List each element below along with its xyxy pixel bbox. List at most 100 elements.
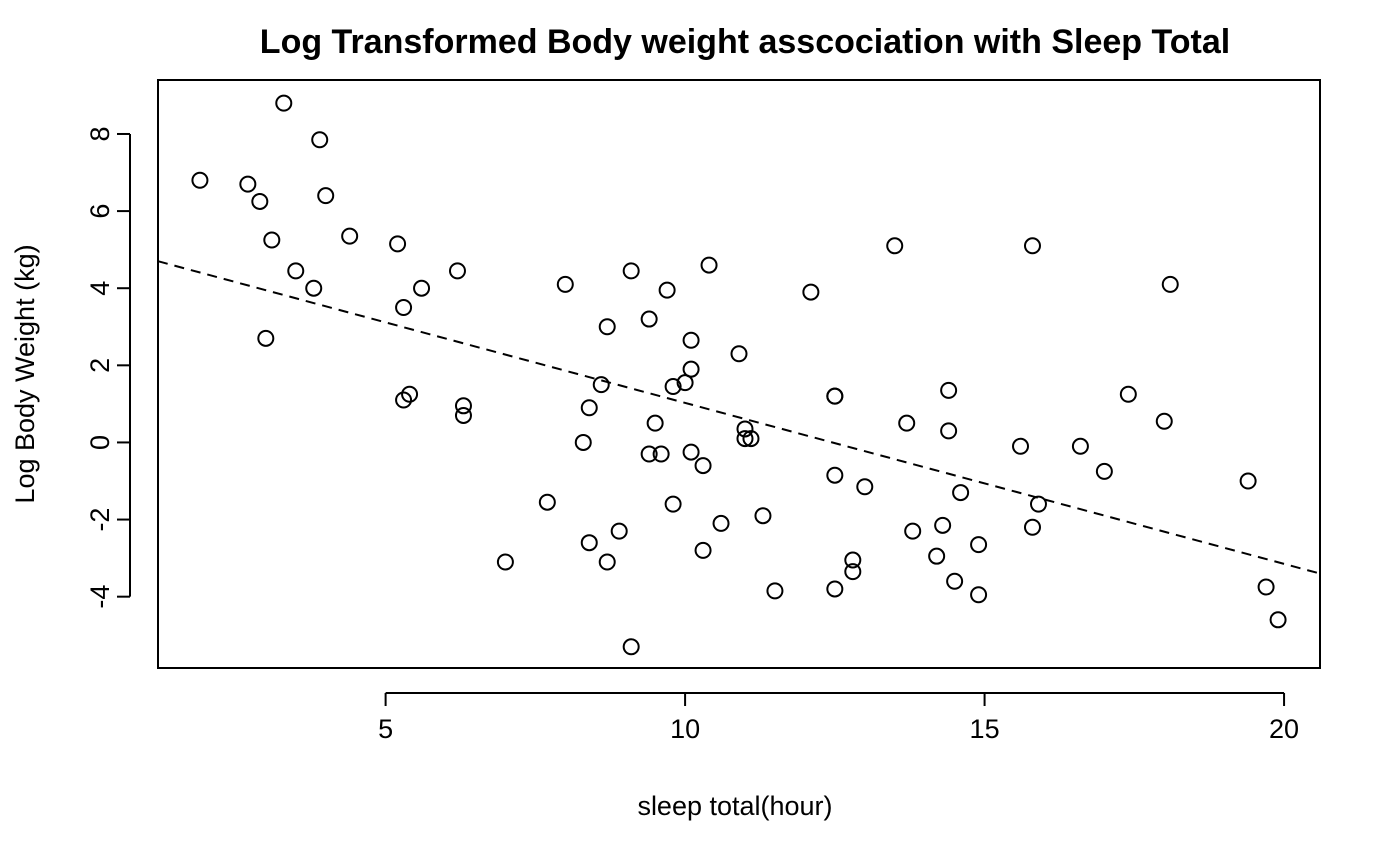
y-tick-label: 6 xyxy=(85,204,115,219)
data-point xyxy=(940,422,958,440)
data-point xyxy=(389,235,407,253)
data-point xyxy=(251,192,269,210)
data-point xyxy=(904,522,922,540)
data-point xyxy=(1029,495,1047,513)
data-point xyxy=(574,433,592,451)
data-point xyxy=(263,231,281,249)
data-point xyxy=(658,281,676,299)
data-point xyxy=(886,237,904,255)
data-point xyxy=(413,279,431,297)
data-point xyxy=(454,406,472,424)
data-point xyxy=(742,430,760,448)
x-tick-label: 5 xyxy=(378,714,393,744)
data-point xyxy=(448,262,466,280)
data-point xyxy=(682,443,700,461)
data-point xyxy=(766,582,784,600)
data-point xyxy=(305,279,323,297)
data-point xyxy=(970,536,988,554)
data-point xyxy=(610,522,628,540)
data-point xyxy=(395,298,413,316)
data-point xyxy=(826,466,844,484)
trendline-layer xyxy=(157,260,1321,575)
y-axis-label: Log Body Weight (kg) xyxy=(10,244,40,503)
data-point xyxy=(934,516,952,534)
data-point xyxy=(940,381,958,399)
data-point xyxy=(538,493,556,511)
data-point xyxy=(191,171,209,189)
points-layer xyxy=(191,94,1287,656)
data-point xyxy=(700,256,718,274)
data-point xyxy=(341,227,359,245)
data-point xyxy=(287,262,305,280)
data-point xyxy=(317,187,335,205)
data-point xyxy=(754,507,772,525)
y-tick-label: -4 xyxy=(85,585,115,609)
data-point xyxy=(556,275,574,293)
data-point xyxy=(640,445,658,463)
data-point xyxy=(239,175,257,193)
data-point xyxy=(257,329,275,347)
data-point xyxy=(1269,611,1287,629)
data-point xyxy=(712,514,730,532)
data-point xyxy=(730,345,748,363)
x-tick-label: 15 xyxy=(970,714,1000,744)
data-point xyxy=(664,378,682,396)
data-point xyxy=(682,360,700,378)
plot-frame xyxy=(157,79,1321,669)
x-axis: 5 10 15 20 xyxy=(378,692,1299,744)
data-point xyxy=(1023,518,1041,536)
data-point xyxy=(844,563,862,581)
data-point xyxy=(454,397,472,415)
data-point xyxy=(952,484,970,502)
data-point xyxy=(898,414,916,432)
data-point xyxy=(395,391,413,409)
y-tick-label: 4 xyxy=(85,281,115,296)
data-point xyxy=(598,318,616,336)
data-point xyxy=(664,495,682,513)
data-point xyxy=(1161,275,1179,293)
data-point xyxy=(275,94,293,112)
y-axis: -4 -2 0 2 4 6 8 xyxy=(85,126,131,609)
data-point xyxy=(580,534,598,552)
y-tick-label: 8 xyxy=(85,126,115,141)
data-point xyxy=(826,580,844,598)
data-point xyxy=(682,331,700,349)
data-point xyxy=(970,586,988,604)
data-point xyxy=(598,553,616,571)
data-point xyxy=(622,638,640,656)
data-point xyxy=(736,430,754,448)
data-point xyxy=(946,572,964,590)
data-point xyxy=(844,551,862,569)
data-point xyxy=(1155,412,1173,430)
data-point xyxy=(580,399,598,417)
data-point xyxy=(1012,437,1030,455)
x-tick-label: 20 xyxy=(1269,714,1299,744)
y-tick-label: 0 xyxy=(85,435,115,450)
data-point xyxy=(646,414,664,432)
x-tick-label: 10 xyxy=(670,714,700,744)
data-point xyxy=(652,445,670,463)
data-point xyxy=(592,376,610,394)
data-point xyxy=(826,387,844,405)
data-point xyxy=(802,283,820,301)
y-tick-label: -2 xyxy=(85,508,115,532)
data-point xyxy=(1095,462,1113,480)
data-point xyxy=(856,478,874,496)
y-tick-label: 2 xyxy=(85,358,115,373)
data-point xyxy=(640,310,658,328)
data-point xyxy=(736,420,754,438)
data-point xyxy=(1257,578,1275,596)
data-point xyxy=(694,457,712,475)
data-point xyxy=(928,547,946,565)
data-point xyxy=(496,553,514,571)
data-point xyxy=(1023,237,1041,255)
data-point xyxy=(1119,385,1137,403)
data-point xyxy=(694,541,712,559)
data-point xyxy=(1071,437,1089,455)
x-axis-label: sleep total(hour) xyxy=(637,791,832,821)
data-point xyxy=(311,131,329,149)
data-point xyxy=(622,262,640,280)
data-point xyxy=(1239,472,1257,490)
data-point xyxy=(401,385,419,403)
